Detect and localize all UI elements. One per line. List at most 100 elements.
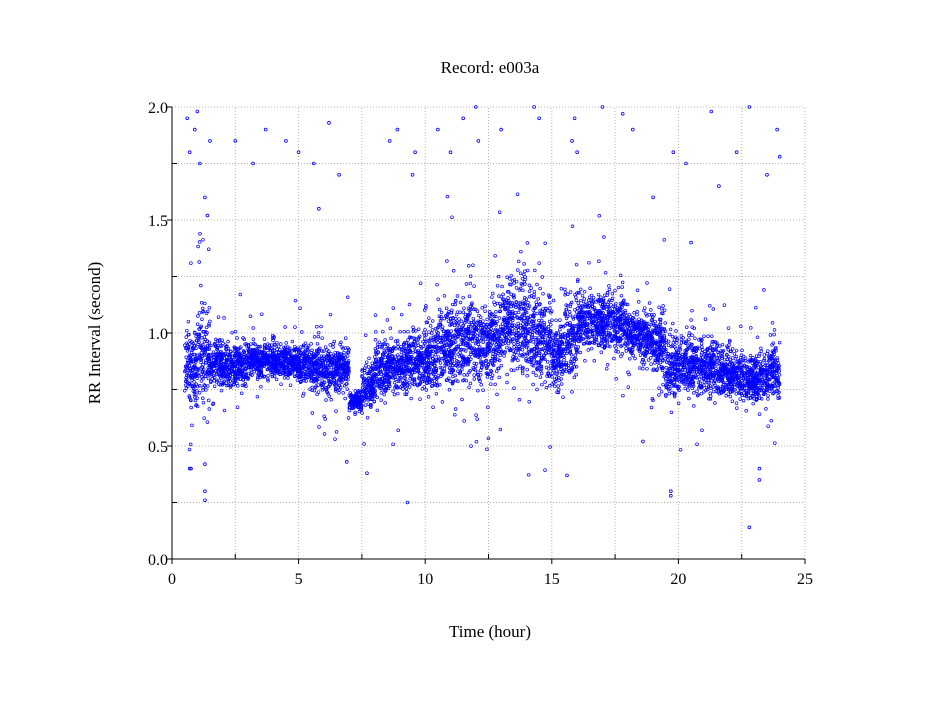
data-point bbox=[252, 338, 255, 341]
data-point bbox=[590, 347, 593, 350]
data-point bbox=[468, 386, 471, 389]
data-point bbox=[526, 269, 529, 272]
data-point bbox=[315, 325, 318, 328]
data-point bbox=[439, 362, 442, 365]
data-point bbox=[396, 342, 399, 345]
data-point bbox=[538, 319, 541, 322]
data-point bbox=[201, 318, 204, 321]
data-point bbox=[516, 193, 519, 196]
data-point bbox=[431, 329, 434, 332]
data-point bbox=[193, 381, 196, 384]
data-point bbox=[329, 344, 332, 347]
data-point bbox=[498, 317, 501, 320]
data-point bbox=[205, 326, 208, 329]
data-point bbox=[568, 310, 571, 313]
data-point bbox=[518, 398, 521, 401]
data-point bbox=[486, 448, 489, 451]
data-point bbox=[446, 195, 449, 198]
data-point bbox=[462, 296, 465, 299]
data-point bbox=[564, 288, 567, 291]
data-point bbox=[392, 443, 395, 446]
data-point bbox=[427, 317, 430, 320]
data-point bbox=[354, 413, 357, 416]
data-point bbox=[364, 404, 367, 407]
data-point bbox=[557, 385, 560, 388]
data-point bbox=[302, 395, 305, 398]
data-point bbox=[517, 322, 520, 325]
data-point bbox=[519, 272, 522, 275]
data-point bbox=[329, 313, 332, 316]
data-point bbox=[198, 261, 201, 264]
data-point bbox=[465, 283, 468, 286]
data-point bbox=[521, 348, 524, 351]
data-point bbox=[396, 392, 399, 395]
data-point bbox=[443, 295, 446, 298]
data-point bbox=[517, 311, 520, 314]
data-point bbox=[608, 288, 611, 291]
data-point bbox=[446, 260, 449, 263]
data-point bbox=[431, 320, 434, 323]
data-point bbox=[496, 393, 499, 396]
data-point bbox=[526, 374, 529, 377]
data-point bbox=[473, 378, 476, 381]
data-point bbox=[324, 346, 327, 349]
data-point bbox=[527, 473, 530, 476]
data-point bbox=[363, 443, 366, 446]
data-point bbox=[494, 383, 497, 386]
data-point bbox=[466, 374, 469, 377]
data-point bbox=[423, 337, 426, 340]
data-point bbox=[608, 285, 611, 288]
data-point bbox=[344, 337, 347, 340]
data-point bbox=[287, 377, 290, 380]
data-point bbox=[240, 392, 243, 395]
data-point bbox=[479, 369, 482, 372]
data-point bbox=[503, 355, 506, 358]
data-point bbox=[500, 364, 503, 367]
data-point bbox=[598, 260, 601, 263]
data-point bbox=[560, 383, 563, 386]
data-point bbox=[532, 371, 535, 374]
data-point bbox=[197, 315, 200, 318]
data-point bbox=[569, 314, 572, 317]
data-point bbox=[472, 264, 475, 267]
data-point bbox=[469, 282, 472, 285]
data-point bbox=[386, 319, 389, 322]
data-point bbox=[600, 351, 603, 354]
data-point bbox=[579, 288, 582, 291]
data-point bbox=[487, 406, 490, 409]
data-point bbox=[569, 291, 572, 294]
data-point bbox=[316, 393, 319, 396]
data-point bbox=[459, 301, 462, 304]
data-point bbox=[475, 440, 478, 443]
data-point bbox=[376, 343, 379, 346]
data-point bbox=[185, 356, 188, 359]
data-point bbox=[332, 346, 335, 349]
data-point bbox=[325, 399, 328, 402]
data-point bbox=[213, 379, 216, 382]
data-point bbox=[344, 397, 347, 400]
data-point bbox=[517, 260, 520, 263]
data-point bbox=[408, 303, 411, 306]
data-point bbox=[581, 294, 584, 297]
data-point bbox=[611, 292, 614, 295]
data-point bbox=[445, 307, 448, 310]
data-point bbox=[361, 412, 364, 415]
data-point bbox=[463, 420, 466, 423]
data-point bbox=[397, 429, 400, 432]
data-point bbox=[542, 292, 545, 295]
data-point bbox=[419, 282, 422, 285]
data-point bbox=[299, 307, 302, 310]
data-point bbox=[348, 409, 351, 412]
data-point bbox=[541, 383, 544, 386]
data-point bbox=[425, 334, 428, 337]
data-point bbox=[200, 351, 203, 354]
data-point bbox=[579, 351, 582, 354]
data-point bbox=[617, 286, 620, 289]
data-point bbox=[480, 383, 483, 386]
data-point bbox=[498, 376, 501, 379]
data-point bbox=[619, 274, 622, 277]
data-point bbox=[417, 328, 420, 331]
data-point bbox=[197, 245, 200, 248]
data-point bbox=[482, 389, 485, 392]
data-point bbox=[260, 313, 263, 316]
